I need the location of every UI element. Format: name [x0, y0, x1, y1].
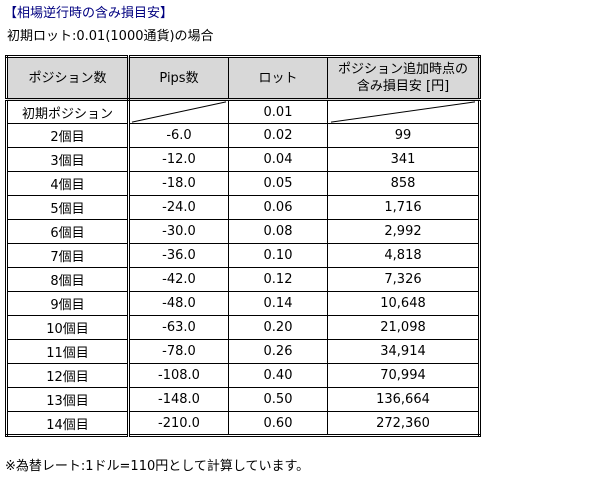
loss-cell: 99 [327, 123, 480, 148]
loss-cell: 4,818 [327, 243, 480, 268]
loss-cell: 7,326 [327, 267, 480, 292]
loss-cell: 858 [327, 171, 480, 196]
position-cell: 5個目 [6, 195, 130, 220]
position-cell: 2個目 [6, 123, 130, 148]
pips-cell: -42.0 [128, 267, 229, 292]
loss-cell: 21,098 [327, 315, 480, 340]
header-cell-unrealized-loss: ポジション追加時点の 含み損目安 [円] [327, 56, 480, 101]
header-cell-position-count: ポジション数 [6, 56, 130, 101]
position-cell: 10個目 [6, 315, 130, 340]
table-row: 14個目 -210.0 0.60 272,360 [6, 411, 480, 436]
pips-cell: -6.0 [128, 123, 229, 148]
pips-cell: -48.0 [128, 291, 229, 316]
pips-cell: -78.0 [128, 339, 229, 364]
lot-cell: 0.60 [228, 411, 328, 436]
lot-cell: 0.50 [228, 387, 328, 412]
lot-cell: 0.40 [228, 363, 328, 388]
table-row: 2個目 -6.0 0.02 99 [6, 123, 480, 148]
lot-cell: 0.10 [228, 243, 328, 268]
table-row: 8個目 -42.0 0.12 7,326 [6, 267, 480, 292]
exchange-rate-note: ※為替レート:1ドル=110円として計算しています。 [5, 459, 310, 474]
lot-cell: 0.14 [228, 291, 328, 316]
pips-cell: -12.0 [128, 147, 229, 172]
position-cell: 11個目 [6, 339, 130, 364]
table-row: 7個目 -36.0 0.10 4,818 [6, 243, 480, 268]
lot-cell: 0.12 [228, 267, 328, 292]
pips-cell: -36.0 [128, 243, 229, 268]
table-header-row: ポジション数 Pips数 ロット ポジション追加時点の 含み損目安 [円] [6, 56, 480, 101]
loss-cell: 70,994 [327, 363, 480, 388]
loss-table: ポジション数 Pips数 ロット ポジション追加時点の 含み損目安 [円] 初期… [5, 55, 481, 437]
lot-cell: 0.04 [228, 147, 328, 172]
position-cell: 9個目 [6, 291, 130, 316]
position-cell: 14個目 [6, 411, 130, 436]
table-row: 10個目 -63.0 0.20 21,098 [6, 315, 480, 340]
pips-cell: -210.0 [128, 411, 229, 436]
loss-cell: 34,914 [327, 339, 480, 364]
table-row: 3個目 -12.0 0.04 341 [6, 147, 480, 172]
table-row: 12個目 -108.0 0.40 70,994 [6, 363, 480, 388]
table-row: 6個目 -30.0 0.08 2,992 [6, 219, 480, 244]
table-row: 11個目 -78.0 0.26 34,914 [6, 339, 480, 364]
diagonal-slash-icon [130, 101, 228, 123]
header-cell-lot: ロット [228, 56, 328, 101]
position-cell: 4個目 [6, 171, 130, 196]
pips-cell [128, 99, 229, 124]
loss-cell: 10,648 [327, 291, 480, 316]
lot-cell: 0.06 [228, 195, 328, 220]
position-cell: 8個目 [6, 267, 130, 292]
loss-cell [327, 99, 480, 124]
loss-cell: 136,664 [327, 387, 480, 412]
position-cell: 6個目 [6, 219, 130, 244]
position-cell: 7個目 [6, 243, 130, 268]
table-row: 13個目 -148.0 0.50 136,664 [6, 387, 480, 412]
header-cell-pips: Pips数 [128, 56, 229, 101]
lot-cell: 0.02 [228, 123, 328, 148]
loss-cell: 341 [327, 147, 480, 172]
lot-cell: 0.01 [228, 99, 328, 124]
lot-cell: 0.20 [228, 315, 328, 340]
position-cell: 12個目 [6, 363, 130, 388]
loss-cell: 1,716 [327, 195, 480, 220]
lot-cell: 0.26 [228, 339, 328, 364]
header-loss-line2: 含み損目安 [円] [356, 79, 450, 94]
pips-cell: -30.0 [128, 219, 229, 244]
pips-cell: -148.0 [128, 387, 229, 412]
loss-cell: 272,360 [327, 411, 480, 436]
pips-cell: -18.0 [128, 171, 229, 196]
page-title: 【相場逆行時の含み損目安】 [4, 6, 174, 21]
header-loss-line1: ポジション追加時点の [337, 62, 468, 77]
table-row: 5個目 -24.0 0.06 1,716 [6, 195, 480, 220]
loss-cell: 2,992 [327, 219, 480, 244]
pips-cell: -108.0 [128, 363, 229, 388]
pips-cell: -24.0 [128, 195, 229, 220]
diagonal-slash-icon [328, 101, 478, 123]
pips-cell: -63.0 [128, 315, 229, 340]
lot-cell: 0.08 [228, 219, 328, 244]
table-row: 9個目 -48.0 0.14 10,648 [6, 291, 480, 316]
position-cell: 13個目 [6, 387, 130, 412]
position-cell: 初期ポジション [6, 99, 130, 124]
table-row: 初期ポジション 0.01 [6, 99, 480, 124]
page-subtitle: 初期ロット:0.01(1000通貨)の場合 [7, 29, 214, 44]
position-cell: 3個目 [6, 147, 130, 172]
table-row: 4個目 -18.0 0.05 858 [6, 171, 480, 196]
loss-table-body: 初期ポジション 0.01 2個目 -6.0 0.02 99 3個目 -12.0 0.04 341 4… [6, 99, 480, 436]
lot-cell: 0.05 [228, 171, 328, 196]
